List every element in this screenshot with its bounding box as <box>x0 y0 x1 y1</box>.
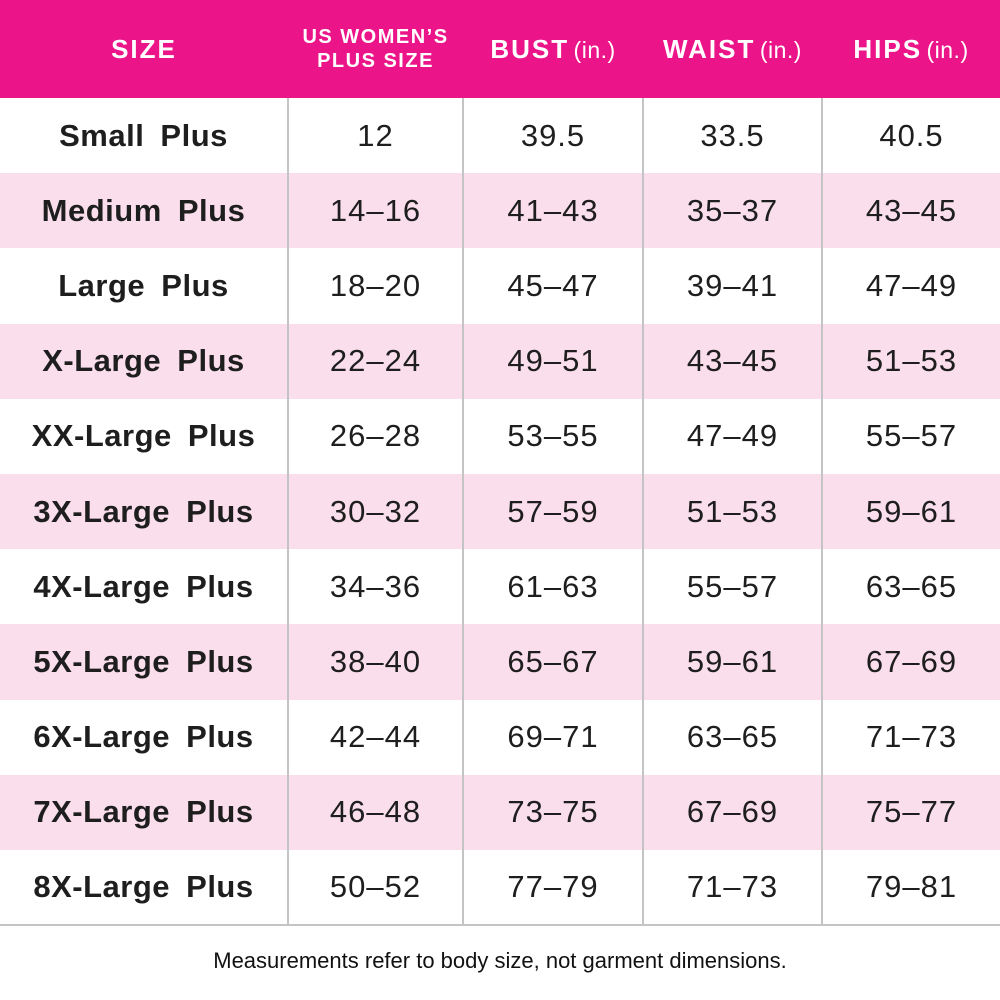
size-cell: Small Plus <box>0 98 288 174</box>
bust-cell: 61–63 <box>462 549 643 625</box>
table-row-4x-large-plus: 4X-Large Plus 34–36 61–63 55–57 63–65 <box>0 549 1000 625</box>
table-row-x-large-plus: X-Large Plus 22–24 49–51 43–45 51–53 <box>0 323 1000 399</box>
size-cell: 7X-Large Plus <box>0 774 288 850</box>
size-cell: Large Plus <box>0 248 288 324</box>
header-bust: BUST (in.) <box>463 0 643 98</box>
bust-cell: 49–51 <box>462 323 643 399</box>
footnote: Measurements refer to body size, not gar… <box>213 948 787 974</box>
header-row: SIZE US WOMEN’S PLUS SIZE BUST (in.) WAI… <box>0 0 1000 98</box>
waist-cell: 59–61 <box>642 624 822 700</box>
waist-cell: 33.5 <box>642 98 822 174</box>
table-header: SIZE US WOMEN’S PLUS SIZE BUST (in.) WAI… <box>0 0 1000 98</box>
header-us-plus-line1: US WOMEN’S <box>302 26 449 48</box>
bust-cell: 57–59 <box>462 473 643 550</box>
table-row-8x-large-plus: 8X-Large Plus 50–52 77–79 71–73 79–81 <box>0 849 1000 927</box>
us-size-cell: 18–20 <box>287 248 463 324</box>
us-size-cell: 50–52 <box>287 849 463 927</box>
bust-cell: 41–43 <box>462 173 643 249</box>
waist-cell: 67–69 <box>642 774 822 850</box>
bust-cell: 39.5 <box>462 98 643 174</box>
header-hips-unit: (in.) <box>926 36 969 63</box>
size-cell: 6X-Large Plus <box>0 699 288 775</box>
header-size: SIZE <box>0 0 288 98</box>
hips-cell: 67–69 <box>821 624 1000 700</box>
table-row-small-plus: Small Plus 12 39.5 33.5 40.5 <box>0 98 1000 174</box>
size-cell: 8X-Large Plus <box>0 849 288 927</box>
bust-cell: 77–79 <box>462 849 643 927</box>
waist-cell: 51–53 <box>642 473 822 550</box>
size-cell: XX-Large Plus <box>0 398 288 474</box>
us-size-cell: 14–16 <box>287 173 463 249</box>
header-us-plus-size: US WOMEN’S PLUS SIZE <box>288 0 463 98</box>
waist-cell: 43–45 <box>642 323 822 399</box>
size-cell: X-Large Plus <box>0 323 288 399</box>
header-hips: HIPS (in.) <box>822 0 1000 98</box>
waist-cell: 39–41 <box>642 248 822 324</box>
hips-cell: 55–57 <box>821 398 1000 474</box>
size-chart-table: SIZE US WOMEN’S PLUS SIZE BUST (in.) WAI… <box>0 0 1000 927</box>
table-row-5x-large-plus: 5X-Large Plus 38–40 65–67 59–61 67–69 <box>0 624 1000 700</box>
table-row-6x-large-plus: 6X-Large Plus 42–44 69–71 63–65 71–73 <box>0 699 1000 775</box>
size-cell: 5X-Large Plus <box>0 624 288 700</box>
hips-cell: 43–45 <box>821 173 1000 249</box>
header-size-label: SIZE <box>111 33 177 64</box>
us-size-cell: 12 <box>287 98 463 174</box>
hips-cell: 51–53 <box>821 323 1000 399</box>
hips-cell: 63–65 <box>821 549 1000 625</box>
us-size-cell: 30–32 <box>287 473 463 550</box>
us-size-cell: 22–24 <box>287 323 463 399</box>
header-bust-label: BUST <box>490 33 570 64</box>
us-size-cell: 42–44 <box>287 699 463 775</box>
table-body: Small Plus 12 39.5 33.5 40.5 Medium Plus… <box>0 98 1000 927</box>
hips-cell: 40.5 <box>821 98 1000 174</box>
table-row-xx-large-plus: XX-Large Plus 26–28 53–55 47–49 55–57 <box>0 398 1000 474</box>
bust-cell: 69–71 <box>462 699 643 775</box>
hips-cell: 79–81 <box>821 849 1000 927</box>
waist-cell: 47–49 <box>642 398 822 474</box>
waist-cell: 71–73 <box>642 849 822 927</box>
bust-cell: 73–75 <box>462 774 643 850</box>
us-size-cell: 46–48 <box>287 774 463 850</box>
us-size-cell: 34–36 <box>287 549 463 625</box>
header-waist-unit: (in.) <box>759 36 802 63</box>
waist-cell: 55–57 <box>642 549 822 625</box>
header-bust-unit: (in.) <box>573 36 616 63</box>
size-cell: 3X-Large Plus <box>0 473 288 550</box>
us-size-cell: 38–40 <box>287 624 463 700</box>
waist-cell: 35–37 <box>642 173 822 249</box>
header-waist-label: WAIST <box>663 33 756 64</box>
bust-cell: 65–67 <box>462 624 643 700</box>
hips-cell: 59–61 <box>821 473 1000 550</box>
bust-cell: 53–55 <box>462 398 643 474</box>
table-row-medium-plus: Medium Plus 14–16 41–43 35–37 43–45 <box>0 173 1000 249</box>
table-row-7x-large-plus: 7X-Large Plus 46–48 73–75 67–69 75–77 <box>0 774 1000 850</box>
header-us-plus-line2: PLUS SIZE <box>317 50 434 72</box>
table-row-3x-large-plus: 3X-Large Plus 30–32 57–59 51–53 59–61 <box>0 473 1000 550</box>
table-row-large-plus: Large Plus 18–20 45–47 39–41 47–49 <box>0 248 1000 324</box>
size-cell: Medium Plus <box>0 173 288 249</box>
header-waist: WAIST (in.) <box>643 0 822 98</box>
size-cell: 4X-Large Plus <box>0 549 288 625</box>
us-size-cell: 26–28 <box>287 398 463 474</box>
hips-cell: 71–73 <box>821 699 1000 775</box>
waist-cell: 63–65 <box>642 699 822 775</box>
hips-cell: 47–49 <box>821 248 1000 324</box>
bust-cell: 45–47 <box>462 248 643 324</box>
header-hips-label: HIPS <box>853 33 923 64</box>
hips-cell: 75–77 <box>821 774 1000 850</box>
